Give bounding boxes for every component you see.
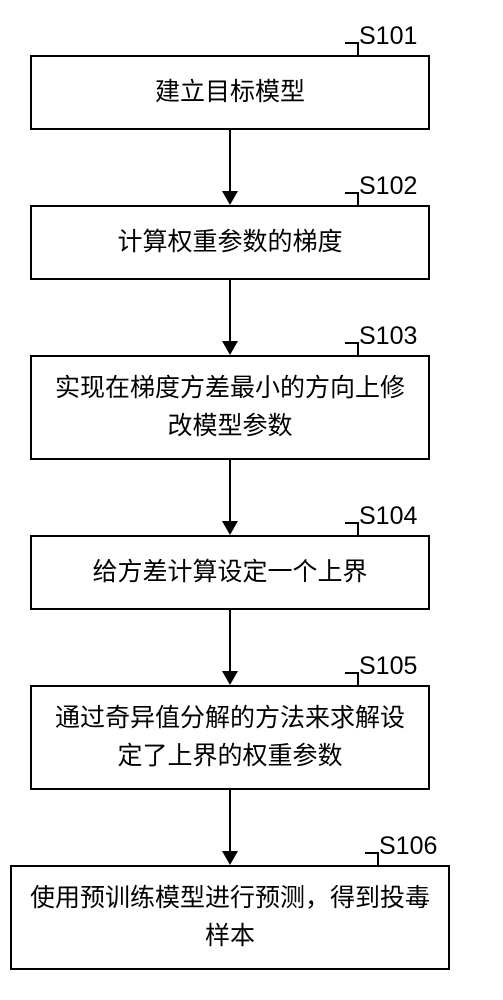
step-box-s102: 计算权重参数的梯度 xyxy=(30,205,430,280)
label-text: S101 xyxy=(359,22,417,50)
label-text: S102 xyxy=(359,172,417,200)
flowchart-container: S101 建立目标模型 S102 计算权重参数的梯度 S103 实现在梯度方差最… xyxy=(0,0,503,1000)
step-text: 计算权重参数的梯度 xyxy=(117,224,342,262)
arrow-line xyxy=(229,130,231,191)
label-tick xyxy=(345,42,359,56)
step-label-s104: S104 xyxy=(359,502,417,531)
arrow-head xyxy=(222,521,238,535)
arrow-line xyxy=(229,610,231,671)
label-text: S103 xyxy=(359,322,417,350)
label-tick xyxy=(345,342,359,356)
arrow-head xyxy=(222,191,238,205)
label-tick xyxy=(345,192,359,206)
arrow-head xyxy=(222,671,238,685)
label-text: S105 xyxy=(359,652,417,680)
step-box-s101: 建立目标模型 xyxy=(30,55,430,130)
arrow-line xyxy=(229,460,231,521)
label-tick xyxy=(345,672,359,686)
label-text: S104 xyxy=(359,502,417,530)
step-text: 实现在梯度方差最小的方向上修改模型参数 xyxy=(50,370,410,445)
step-box-s106: 使用预训练模型进行预测，得到投毒样本 xyxy=(10,865,450,970)
step-label-s106: S106 xyxy=(379,832,437,861)
arrow-line xyxy=(229,790,231,851)
step-label-s101: S101 xyxy=(359,22,417,51)
label-text: S106 xyxy=(379,832,437,860)
step-box-s103: 实现在梯度方差最小的方向上修改模型参数 xyxy=(30,355,430,460)
step-box-s105: 通过奇异值分解的方法来求解设定了上界的权重参数 xyxy=(30,685,430,790)
step-text: 给方差计算设定一个上界 xyxy=(92,554,367,592)
arrow-line xyxy=(229,280,231,341)
arrow-head xyxy=(222,851,238,865)
step-text: 使用预训练模型进行预测，得到投毒样本 xyxy=(30,880,430,955)
step-text: 通过奇异值分解的方法来求解设定了上界的权重参数 xyxy=(50,700,410,775)
step-label-s105: S105 xyxy=(359,652,417,681)
step-label-s102: S102 xyxy=(359,172,417,201)
step-label-s103: S103 xyxy=(359,322,417,351)
arrow-head xyxy=(222,341,238,355)
label-tick xyxy=(345,522,359,536)
label-tick xyxy=(365,852,379,866)
step-box-s104: 给方差计算设定一个上界 xyxy=(30,535,430,610)
step-text: 建立目标模型 xyxy=(155,74,305,112)
